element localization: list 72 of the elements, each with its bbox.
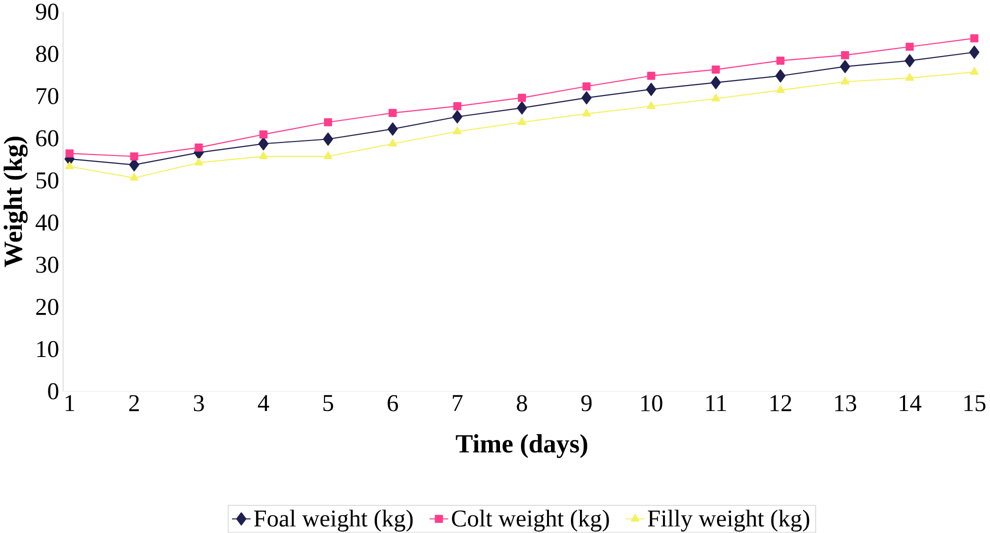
x-tick-label: 1 bbox=[66, 395, 74, 412]
point bbox=[647, 72, 656, 80]
x-tick-label: 5 bbox=[323, 395, 334, 412]
point bbox=[130, 173, 139, 181]
x-tick-label: 7 bbox=[452, 395, 463, 412]
legend-label: Foal weight (kg) bbox=[254, 510, 413, 532]
point bbox=[840, 60, 850, 74]
point bbox=[65, 150, 74, 158]
point bbox=[516, 102, 527, 115]
y-tick-label: 60 bbox=[36, 130, 58, 147]
point bbox=[582, 109, 591, 117]
point bbox=[259, 152, 268, 160]
x-tick-label: 10 bbox=[641, 395, 662, 412]
point bbox=[194, 158, 204, 166]
point bbox=[388, 109, 397, 118]
x-tick-label: 14 bbox=[900, 395, 922, 412]
point bbox=[258, 137, 268, 150]
point bbox=[582, 82, 591, 91]
point bbox=[712, 66, 720, 74]
point bbox=[582, 91, 592, 105]
point bbox=[324, 118, 332, 126]
y-tick-label: 0 bbox=[48, 383, 58, 400]
point bbox=[324, 152, 332, 160]
x-tick-label: 2 bbox=[129, 395, 139, 412]
y-tick-label: 10 bbox=[37, 341, 58, 358]
point bbox=[518, 94, 526, 102]
point bbox=[130, 152, 138, 161]
y-axis-title: Weight (kg) bbox=[4, 136, 28, 268]
x-axis-title: Time (days) bbox=[456, 434, 588, 458]
point bbox=[970, 67, 979, 75]
point bbox=[841, 51, 850, 60]
legend-label: Filly weight (kg) bbox=[648, 510, 810, 532]
x-tick-label: 13 bbox=[835, 395, 856, 412]
x-tick-label: 8 bbox=[516, 395, 528, 412]
point bbox=[840, 77, 850, 85]
point bbox=[452, 110, 462, 124]
point bbox=[388, 122, 398, 136]
x-tick-label: 9 bbox=[581, 395, 592, 412]
y-tick-label: 80 bbox=[36, 46, 58, 62]
point bbox=[194, 144, 203, 152]
y-tick-label: 30 bbox=[36, 256, 58, 274]
y-tick-label: 20 bbox=[36, 298, 58, 316]
point bbox=[904, 54, 915, 68]
y-tick-label: 90 bbox=[36, 4, 58, 20]
point bbox=[711, 94, 720, 102]
point bbox=[646, 82, 656, 96]
y-tick-label: 50 bbox=[36, 172, 58, 189]
x-tick-label: 3 bbox=[194, 395, 204, 412]
point bbox=[646, 101, 656, 110]
legend-label: Colt weight (kg) bbox=[452, 510, 609, 532]
point bbox=[322, 132, 334, 146]
point bbox=[776, 56, 784, 65]
point bbox=[906, 42, 914, 51]
point bbox=[905, 73, 914, 81]
point bbox=[453, 102, 462, 110]
point bbox=[776, 85, 785, 94]
y-tick-label: 40 bbox=[36, 214, 58, 231]
x-tick-label: 15 bbox=[964, 395, 986, 412]
point bbox=[452, 126, 462, 134]
point bbox=[65, 162, 74, 170]
x-tick-label: 12 bbox=[770, 395, 792, 412]
y-tick-label: 70 bbox=[36, 88, 58, 104]
point bbox=[969, 46, 980, 59]
x-tick-label: 6 bbox=[388, 395, 398, 412]
point bbox=[775, 69, 786, 83]
point bbox=[388, 138, 398, 147]
point bbox=[970, 34, 978, 43]
point bbox=[259, 130, 268, 139]
point bbox=[710, 76, 721, 90]
point bbox=[518, 117, 526, 126]
x-tick-label: 11 bbox=[706, 395, 726, 412]
x-tick-label: 4 bbox=[258, 395, 270, 412]
